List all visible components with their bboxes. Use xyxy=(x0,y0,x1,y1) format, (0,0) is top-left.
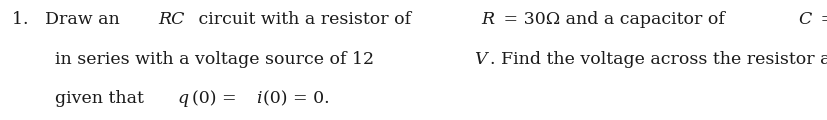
Text: . Find the voltage across the resistor at any time: . Find the voltage across the resistor a… xyxy=(490,51,827,68)
Text: R: R xyxy=(480,11,494,28)
Text: = 30Ω and a capacitor of: = 30Ω and a capacitor of xyxy=(498,11,729,28)
Text: (0) = 0.: (0) = 0. xyxy=(263,90,330,107)
Text: q: q xyxy=(177,90,189,107)
Text: given that: given that xyxy=(55,90,150,107)
Text: V: V xyxy=(474,51,486,68)
Text: C: C xyxy=(797,11,810,28)
Text: 1.   Draw an: 1. Draw an xyxy=(12,11,126,28)
Text: = 0.01: = 0.01 xyxy=(814,11,827,28)
Text: circuit with a resistor of: circuit with a resistor of xyxy=(193,11,416,28)
Text: RC: RC xyxy=(158,11,184,28)
Text: (0) =: (0) = xyxy=(191,90,241,107)
Text: in series with a voltage source of 12: in series with a voltage source of 12 xyxy=(55,51,380,68)
Text: i: i xyxy=(256,90,261,107)
